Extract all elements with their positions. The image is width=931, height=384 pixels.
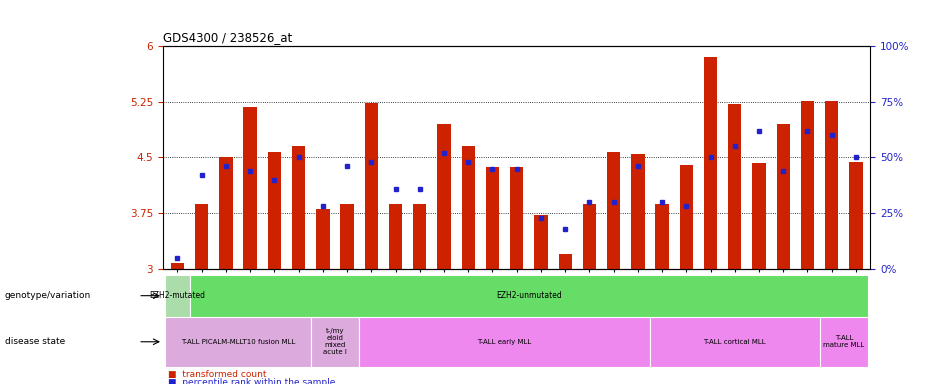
Text: ■  percentile rank within the sample: ■ percentile rank within the sample (168, 377, 335, 384)
Text: ■  transformed count: ■ transformed count (168, 370, 266, 379)
Bar (801, 101, 814, 269)
Text: disease state: disease state (5, 337, 65, 346)
Text: genotype/variation: genotype/variation (5, 291, 91, 300)
Bar (776, 124, 789, 269)
Text: t-/my
eloid
mixed
acute l: t-/my eloid mixed acute l (323, 328, 347, 355)
Text: T-ALL
mature MLL: T-ALL mature MLL (823, 335, 865, 348)
Text: GDS4300 / 238526_at: GDS4300 / 238526_at (163, 31, 292, 44)
Bar (166, 275, 190, 317)
Bar (680, 165, 693, 269)
Bar (583, 204, 596, 269)
Bar (849, 162, 863, 269)
Bar (462, 146, 475, 269)
Bar (631, 154, 644, 269)
Bar (359, 317, 650, 367)
Bar (825, 101, 839, 269)
Bar (365, 103, 378, 269)
Bar (655, 204, 668, 269)
Text: EZH2-mutated: EZH2-mutated (150, 291, 206, 300)
Text: T-ALL early MLL: T-ALL early MLL (478, 339, 532, 345)
Bar (607, 152, 620, 269)
Bar (752, 163, 765, 269)
Bar (534, 215, 547, 269)
Bar (486, 167, 499, 269)
Bar (166, 317, 311, 367)
Text: T-ALL PICALM-MLLT10 fusion MLL: T-ALL PICALM-MLLT10 fusion MLL (181, 339, 295, 345)
Bar (510, 167, 523, 269)
Bar (389, 204, 402, 269)
Bar (244, 107, 257, 269)
Bar (195, 204, 209, 269)
Text: T-ALL cortical MLL: T-ALL cortical MLL (704, 339, 766, 345)
Bar (268, 152, 281, 269)
Bar (170, 263, 184, 269)
Bar (317, 209, 330, 269)
Text: EZH2-unmutated: EZH2-unmutated (496, 291, 561, 300)
Bar (819, 317, 868, 367)
Bar (292, 146, 305, 269)
Bar (341, 204, 354, 269)
Bar (704, 57, 717, 269)
Bar (650, 317, 819, 367)
Bar (438, 124, 451, 269)
Bar (311, 317, 359, 367)
Bar (559, 254, 572, 269)
Bar (728, 104, 741, 269)
Bar (413, 204, 426, 269)
Bar (220, 157, 233, 269)
